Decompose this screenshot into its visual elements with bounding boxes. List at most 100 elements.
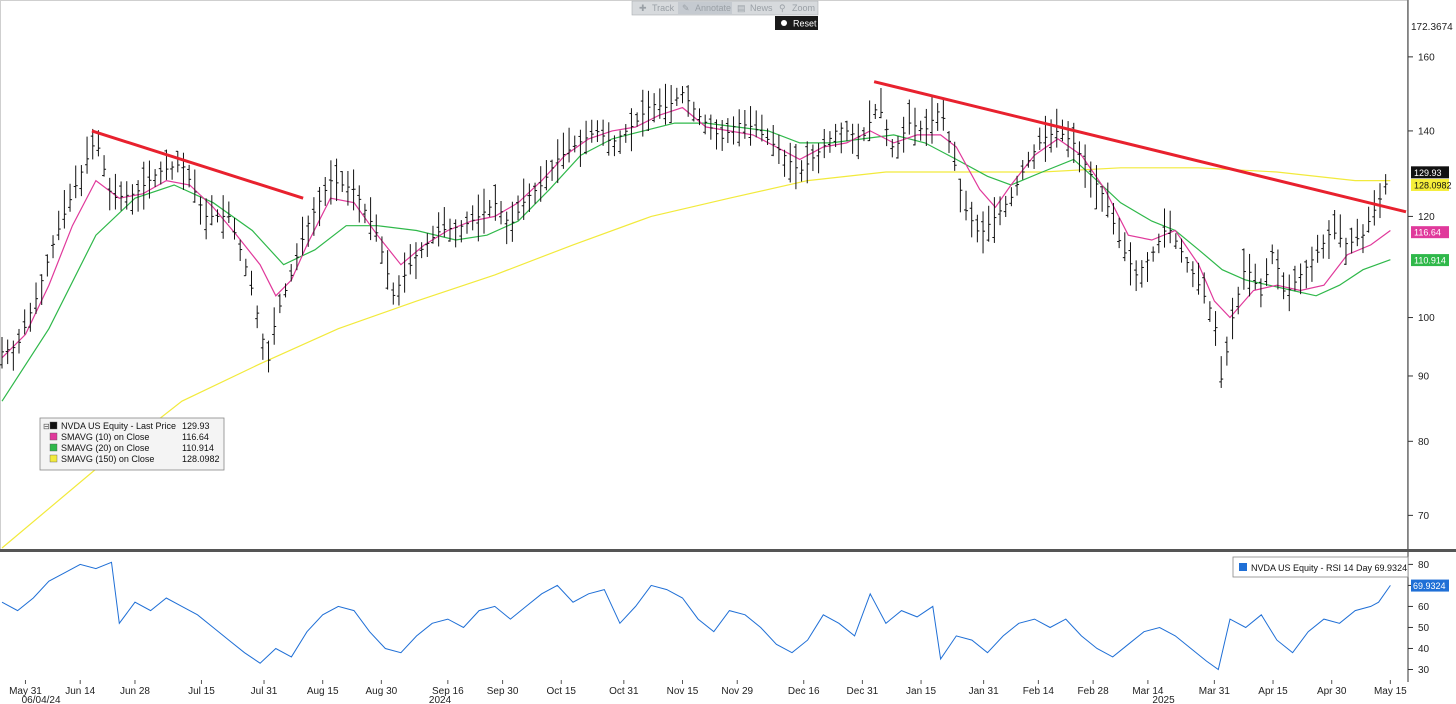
x-sub-label: 06/04/24 (22, 695, 61, 704)
last-value-badges: 129.93 128.0982 116.64 110.914 69.9324 (1411, 166, 1452, 592)
last-value-badge: 110.914 (1411, 254, 1449, 267)
price-tick-label: 90 (1418, 371, 1430, 382)
toolbar-track-button[interactable]: ✚ Track (639, 3, 675, 13)
x-tick-label: Apr 30 (1317, 686, 1347, 697)
x-tick-label: Jan 15 (906, 686, 936, 697)
reset-label: Reset (793, 19, 817, 29)
legend-row: SMAVG (150) on Close 128.0982 (49, 454, 220, 464)
legend-row: SMAVG (10) on Close 116.64 (49, 432, 209, 442)
rsi-tick-label: 60 (1418, 602, 1430, 613)
x-tick-label: Sep 30 (487, 686, 519, 697)
legend-swatch (49, 432, 58, 441)
legend-swatch (49, 443, 58, 452)
price-tick-label: 120 (1418, 212, 1435, 223)
rsi-legend: NVDA US Equity - RSI 14 Day 69.9324 (1232, 556, 1409, 578)
x-tick-label: Dec 31 (847, 686, 879, 697)
price-panel: 70 80 90 100 120 140 160 172.3674 (1408, 22, 1453, 522)
x-tick-label: Apr 15 (1258, 686, 1288, 697)
x-tick-label: Aug 30 (366, 686, 398, 697)
x-tick-label: Jul 31 (251, 686, 278, 697)
x-tick-label: Oct 15 (547, 686, 577, 697)
price-tick-label: 160 (1418, 52, 1435, 63)
price-legend: ⊟ NVDA US Equity - Last Price 129.93SMAVG… (39, 417, 225, 471)
x-tick-label: Aug 15 (307, 686, 339, 697)
x-tick-label: Nov 15 (667, 686, 699, 697)
legend-swatch (49, 421, 58, 430)
legend-series-value: 129.93 (182, 421, 210, 431)
last-value-badge: 128.0982 (1411, 178, 1452, 191)
badge-label: 129.93 (1414, 168, 1442, 178)
legend-collapse-icon[interactable]: ⊟ (43, 422, 50, 431)
series-layer (0, 80, 1407, 671)
last-value-badge: 116.64 (1411, 226, 1449, 239)
x-sub-label: 2024 (429, 695, 452, 704)
price-tick-label: 80 (1418, 437, 1430, 448)
x-axis: May 31 Jun 14 Jun 28 Jul 15 Jul 31 Aug 15 Aug … (9, 680, 1407, 704)
x-tick-label: Sep 16 (432, 686, 464, 697)
x-tick-label: Oct 31 (609, 686, 639, 697)
x-tick-label: Feb 28 (1078, 686, 1110, 697)
legend-row: SMAVG (20) on Close 110.914 (49, 443, 214, 453)
track-label: Track (652, 3, 675, 13)
badge-label: 69.9324 (1413, 581, 1446, 591)
toolbar-news-button[interactable]: ▤ News (737, 3, 773, 13)
legend-series-value: 110.914 (182, 443, 214, 453)
x-tick-label: Jan 31 (969, 686, 999, 697)
rsi-panel: 304050607080 (1408, 560, 1430, 676)
magnifier-icon: ⚲ (779, 3, 786, 13)
badge-label: 116.64 (1414, 228, 1441, 238)
toolbar-zoom-button[interactable]: ⚲ Zoom (779, 3, 815, 13)
trendline-2 (873, 80, 1407, 214)
rsi-legend-text: NVDA US Equity - RSI 14 Day 69.9324 (1251, 563, 1407, 573)
badge-bg (1411, 254, 1449, 267)
price-tick-label: 140 (1418, 126, 1435, 137)
last-value-badge: 129.93 (1411, 166, 1449, 179)
badge-bg (1411, 178, 1449, 191)
sma20-line (1, 122, 1391, 402)
badge-bg (1411, 579, 1449, 592)
legend-series-name: SMAVG (20) on Close (61, 443, 149, 453)
plus-icon: ✚ (639, 3, 647, 13)
sma150-line (1, 167, 1391, 549)
badge-label: 110.914 (1414, 256, 1446, 266)
rsi-tick-label: 40 (1418, 644, 1430, 655)
rsi-line (1, 561, 1391, 671)
x-sub-label: 2025 (1152, 695, 1175, 704)
price-tick-label: 70 (1418, 511, 1430, 522)
panel-divider[interactable] (0, 549, 1456, 552)
rsi-last-badge: 69.9324 (1411, 579, 1449, 592)
x-tick-label: Jun 28 (120, 686, 150, 697)
x-tick-label: Mar 31 (1199, 686, 1231, 697)
chart-toolbar: ✚ Track ✎ Annotate ▤ News ⚲ Zoom Reset (631, 0, 819, 30)
x-tick-label: May 31 (9, 686, 42, 697)
rsi-legend-swatch (1239, 563, 1247, 571)
x-tick-label: Jun 14 (65, 686, 95, 697)
legend-series-value: 128.0982 (182, 454, 220, 464)
rsi-tick-label: 50 (1418, 623, 1430, 634)
price-axis-top-value: 172.3674 (1411, 22, 1453, 33)
rsi-tick-label: 30 (1418, 665, 1430, 676)
badge-bg (1411, 226, 1449, 239)
x-tick-label: May 15 (1374, 686, 1407, 697)
legend-series-name: NVDA US Equity - Last Price (61, 421, 176, 431)
trendline-1 (91, 129, 304, 200)
x-tick-label: Feb 14 (1023, 686, 1055, 697)
news-label: News (750, 3, 773, 13)
legend-series-name: SMAVG (10) on Close (61, 432, 149, 442)
annotate-label: Annotate (695, 3, 731, 13)
legend-series-value: 116.64 (182, 432, 209, 442)
x-tick-label: Dec 16 (788, 686, 820, 697)
reset-icon (781, 20, 787, 26)
badge-label: 128.0982 (1414, 180, 1452, 190)
price-tick-label: 100 (1418, 313, 1435, 324)
zoom-label: Zoom (792, 3, 815, 13)
toolbar-annotate-button[interactable]: ✎ Annotate (678, 2, 732, 14)
reset-button[interactable]: Reset (775, 16, 818, 30)
rsi-tick-label: 80 (1418, 560, 1430, 571)
x-tick-label: Nov 29 (721, 686, 753, 697)
legend-swatch (49, 454, 58, 463)
badge-bg (1411, 166, 1449, 179)
pencil-icon: ✎ (682, 3, 690, 13)
legend-row: NVDA US Equity - Last Price 129.93 (49, 421, 210, 431)
